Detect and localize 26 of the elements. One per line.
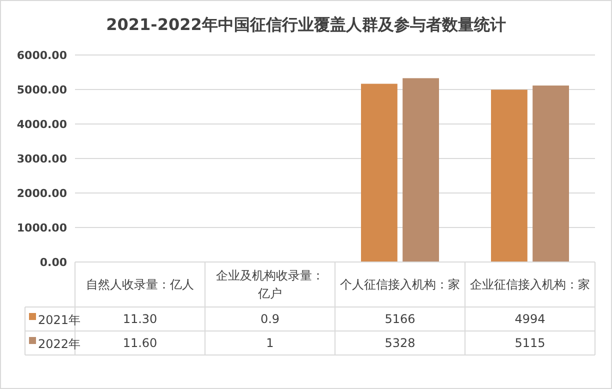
- y-tick-label: 3000.00: [16, 152, 68, 166]
- legend-label: 2021年: [38, 313, 81, 328]
- x-tick-label: 自然人收录量：亿人: [86, 278, 194, 292]
- data-label: 5328: [384, 336, 416, 350]
- data-label: 11.30: [122, 312, 158, 326]
- legend-label: 2022年: [38, 337, 81, 352]
- y-tick-label: 0.00: [40, 256, 68, 269]
- data-label: 0.9: [260, 312, 280, 326]
- data-label: 1: [266, 336, 274, 350]
- data-label: 4994: [514, 312, 546, 326]
- y-tick-label: 2000.00: [16, 186, 68, 200]
- data-label: 5166: [384, 312, 416, 326]
- y-tick-label: 6000.00: [16, 48, 68, 62]
- chart-title: 2021-2022年中国征信行业覆盖人群及参与者数量统计: [106, 15, 506, 34]
- data-label: 11.60: [122, 336, 158, 350]
- x-tick-label: 企业征信接入机构：家: [470, 278, 590, 292]
- y-tick-label: 4000.00: [16, 118, 68, 131]
- bar: [532, 86, 569, 262]
- bar: [361, 84, 398, 262]
- y-tick-label: 1000.00: [16, 221, 68, 234]
- x-tick-label: 个人征信接入机构：家: [340, 278, 460, 292]
- data-label: 5115: [514, 336, 546, 350]
- bar: [491, 90, 528, 262]
- x-tick-label: 企业及机构收录量：亿户: [216, 268, 324, 301]
- y-tick-label: 5000.00: [16, 83, 68, 96]
- bar: [402, 78, 439, 262]
